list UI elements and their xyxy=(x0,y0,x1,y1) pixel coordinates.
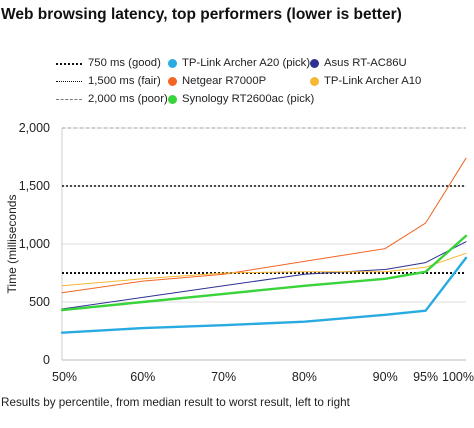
x-tick-label: 100% xyxy=(442,370,474,384)
legend-label: Asus RT-AC86U xyxy=(324,57,407,69)
y-tick-label: 1,500 xyxy=(19,179,50,193)
legend-label: 750 ms (good) xyxy=(88,57,161,69)
legend-label: Netgear R7000P xyxy=(182,75,267,87)
x-axis-title: Results by percentile, from median resul… xyxy=(1,396,351,409)
legend-swatch xyxy=(168,77,177,86)
legend-swatch xyxy=(56,99,82,100)
legend-label: 2,000 ms (poor) xyxy=(88,93,168,105)
legend-label: TP-Link Archer A10 xyxy=(324,75,422,87)
legend-swatch xyxy=(168,95,177,104)
x-tick-label: 50% xyxy=(52,370,77,384)
x-tick-label: 90% xyxy=(373,370,398,384)
legend-label: 1,500 ms (fair) xyxy=(88,75,161,87)
legend-swatch xyxy=(56,81,82,82)
x-tick-label: 60% xyxy=(130,370,155,384)
y-tick-label: 0 xyxy=(43,353,50,367)
y-tick-label: 500 xyxy=(29,295,50,309)
legend: 750 ms (good) 1,500 ms (fair) 2,000 ms (… xyxy=(0,0,474,110)
legend-swatch xyxy=(310,59,319,68)
y-axis-title: Time (milliseconds xyxy=(5,195,19,294)
x-tick-label: 70% xyxy=(211,370,236,384)
series-line-netgear-r7000p xyxy=(61,157,467,294)
series-line-asus-rt-ac86u xyxy=(61,241,467,310)
legend-swatch xyxy=(168,59,177,68)
y-tick-label: 1,000 xyxy=(19,237,50,251)
legend-swatch xyxy=(56,63,82,65)
series-line-tp-link-archer-a20-pick xyxy=(60,256,468,334)
legend-label: Synology RT2600ac (pick) xyxy=(182,93,315,105)
series-line-tp-link-archer-a10 xyxy=(61,252,467,287)
legend-swatch xyxy=(310,77,319,86)
x-tick-label: 80% xyxy=(292,370,317,384)
chart-title: Web browsing latency, top performers (lo… xyxy=(1,6,402,23)
series-line-synology-rt2600ac-pick xyxy=(60,234,468,312)
legend-label: TP-Link Archer A20 (pick) xyxy=(182,57,311,69)
x-tick-label: 95% xyxy=(413,370,438,384)
y-tick-label: 2,000 xyxy=(19,121,50,135)
